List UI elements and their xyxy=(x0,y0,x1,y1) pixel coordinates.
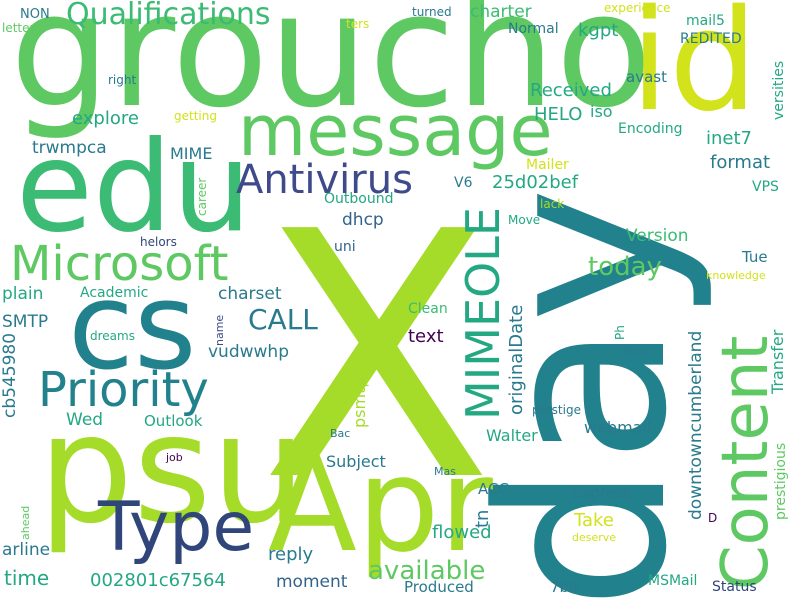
word-ters: ters xyxy=(346,17,370,31)
word-acc: ACC xyxy=(478,480,509,498)
word-ph: Ph xyxy=(613,325,627,340)
word-cb545980: cb545980 xyxy=(0,332,20,418)
word-inet7: inet7 xyxy=(706,128,752,149)
word-normal: Normal xyxy=(508,21,559,37)
word-encoding: Encoding xyxy=(618,121,683,137)
word-non: NON xyxy=(20,7,50,22)
word-academic: Academic xyxy=(80,285,149,301)
word-knowledge: knowledge xyxy=(706,269,766,282)
word-subject: Subject xyxy=(326,452,386,471)
word-vps: VPS xyxy=(752,179,779,195)
word-text: text xyxy=(408,326,444,347)
word-002801c67564: 002801c67564 xyxy=(90,570,226,591)
word-uni: uni xyxy=(334,239,356,255)
word-take: Take xyxy=(574,510,614,531)
word-express: Express xyxy=(572,484,631,502)
word-trwmpca: trwmpca xyxy=(32,138,107,158)
word-priority: Priority xyxy=(38,362,209,418)
word-smtp: SMTP xyxy=(2,312,49,332)
word-qualifications: Qualifications xyxy=(66,0,271,32)
word-prestige: prestige xyxy=(532,403,581,417)
word-arline: arline xyxy=(2,540,51,560)
word-right: right xyxy=(108,73,137,87)
word-msmail: MSMail xyxy=(648,573,698,589)
word-clean: Clean xyxy=(408,301,448,317)
word-bac: Bac xyxy=(330,427,351,440)
word-v6: V6 xyxy=(454,175,473,191)
word-apr: Apr xyxy=(268,429,493,581)
word-downtowncumberland: downtowncumberland xyxy=(686,330,706,520)
word-mas: Mas xyxy=(434,465,456,478)
word-flowed: flowed xyxy=(432,522,492,543)
word-transfer: Transfer xyxy=(768,329,787,394)
word-7bit: 7bit xyxy=(550,578,580,596)
word-plain: plain xyxy=(2,284,44,304)
word-available: available xyxy=(368,556,486,586)
word-name: name xyxy=(213,314,226,346)
word-mail5: mail5 xyxy=(686,13,725,29)
word-turned: turned xyxy=(412,5,452,19)
word-type: Type xyxy=(98,488,255,567)
word-version: Version xyxy=(626,226,689,246)
word-mimeole: MIMEOLE xyxy=(456,207,510,420)
word-antivirus: Antivirus xyxy=(236,157,413,203)
word-x: X xyxy=(260,160,493,556)
word-tue: Tue xyxy=(742,248,768,266)
word-vudwwhp: vudwwhp xyxy=(208,342,289,362)
word-deserve: deserve xyxy=(572,531,617,544)
word-experience: experience xyxy=(604,1,671,15)
word-groucho: groucho xyxy=(10,0,653,143)
word-d: D xyxy=(708,511,718,525)
word-format: format xyxy=(710,152,771,173)
word-wed: Wed xyxy=(66,410,104,430)
word-lack: lack xyxy=(540,197,565,211)
word-call: CALL xyxy=(248,303,318,336)
word-ahead: ahead xyxy=(19,505,32,540)
word-time: time xyxy=(4,566,50,590)
word-edu: edu xyxy=(16,115,252,260)
word-job: job xyxy=(166,451,183,464)
word-message: message xyxy=(238,90,553,172)
word-explore: explore xyxy=(72,108,139,129)
word-status: Status xyxy=(712,579,757,595)
word-outbound: Outbound xyxy=(324,191,394,207)
word-move: Move xyxy=(508,213,541,227)
word-letters: letters xyxy=(2,21,41,35)
word-charset: charset xyxy=(218,284,282,304)
word-dhcp: dhcp xyxy=(342,210,384,230)
word-career: career xyxy=(195,177,209,216)
word-originaldate: originalDate xyxy=(506,304,527,415)
word-prestigious: prestigious xyxy=(773,442,789,520)
word-helors: helors xyxy=(140,235,177,249)
word-moment: moment xyxy=(276,572,348,592)
word-produced: Produced xyxy=(404,578,474,596)
word-psu: psu xyxy=(38,383,307,557)
word-versities: versities xyxy=(771,60,787,120)
word-reply: reply xyxy=(268,544,314,565)
word-dreams: dreams xyxy=(90,329,135,343)
word-mailer: Mailer xyxy=(526,157,569,173)
word-cs: cs xyxy=(68,258,197,397)
word-mime: MIME xyxy=(170,144,213,163)
word-outlook: Outlook xyxy=(144,412,203,430)
word-getting: getting xyxy=(174,109,217,123)
word-charter: charter xyxy=(470,2,532,22)
word-today: today xyxy=(588,252,662,282)
word-microsoft: Microsoft xyxy=(10,236,229,292)
word-helo: HELO xyxy=(534,104,583,125)
word-psmtp: psmtp xyxy=(350,377,369,428)
word-redited: REDITED xyxy=(680,31,742,47)
word-id: id xyxy=(630,0,758,143)
word-iso: iso xyxy=(590,102,613,121)
word-kgpt: kgpt xyxy=(578,20,619,41)
word-avast: avast xyxy=(626,68,667,86)
word-field: field xyxy=(622,345,648,359)
word-received: Received xyxy=(530,80,612,101)
word-walter: Walter xyxy=(486,426,538,445)
word-25d02bef: 25d02bef xyxy=(492,172,579,193)
word-webmail: webmail xyxy=(584,418,652,437)
